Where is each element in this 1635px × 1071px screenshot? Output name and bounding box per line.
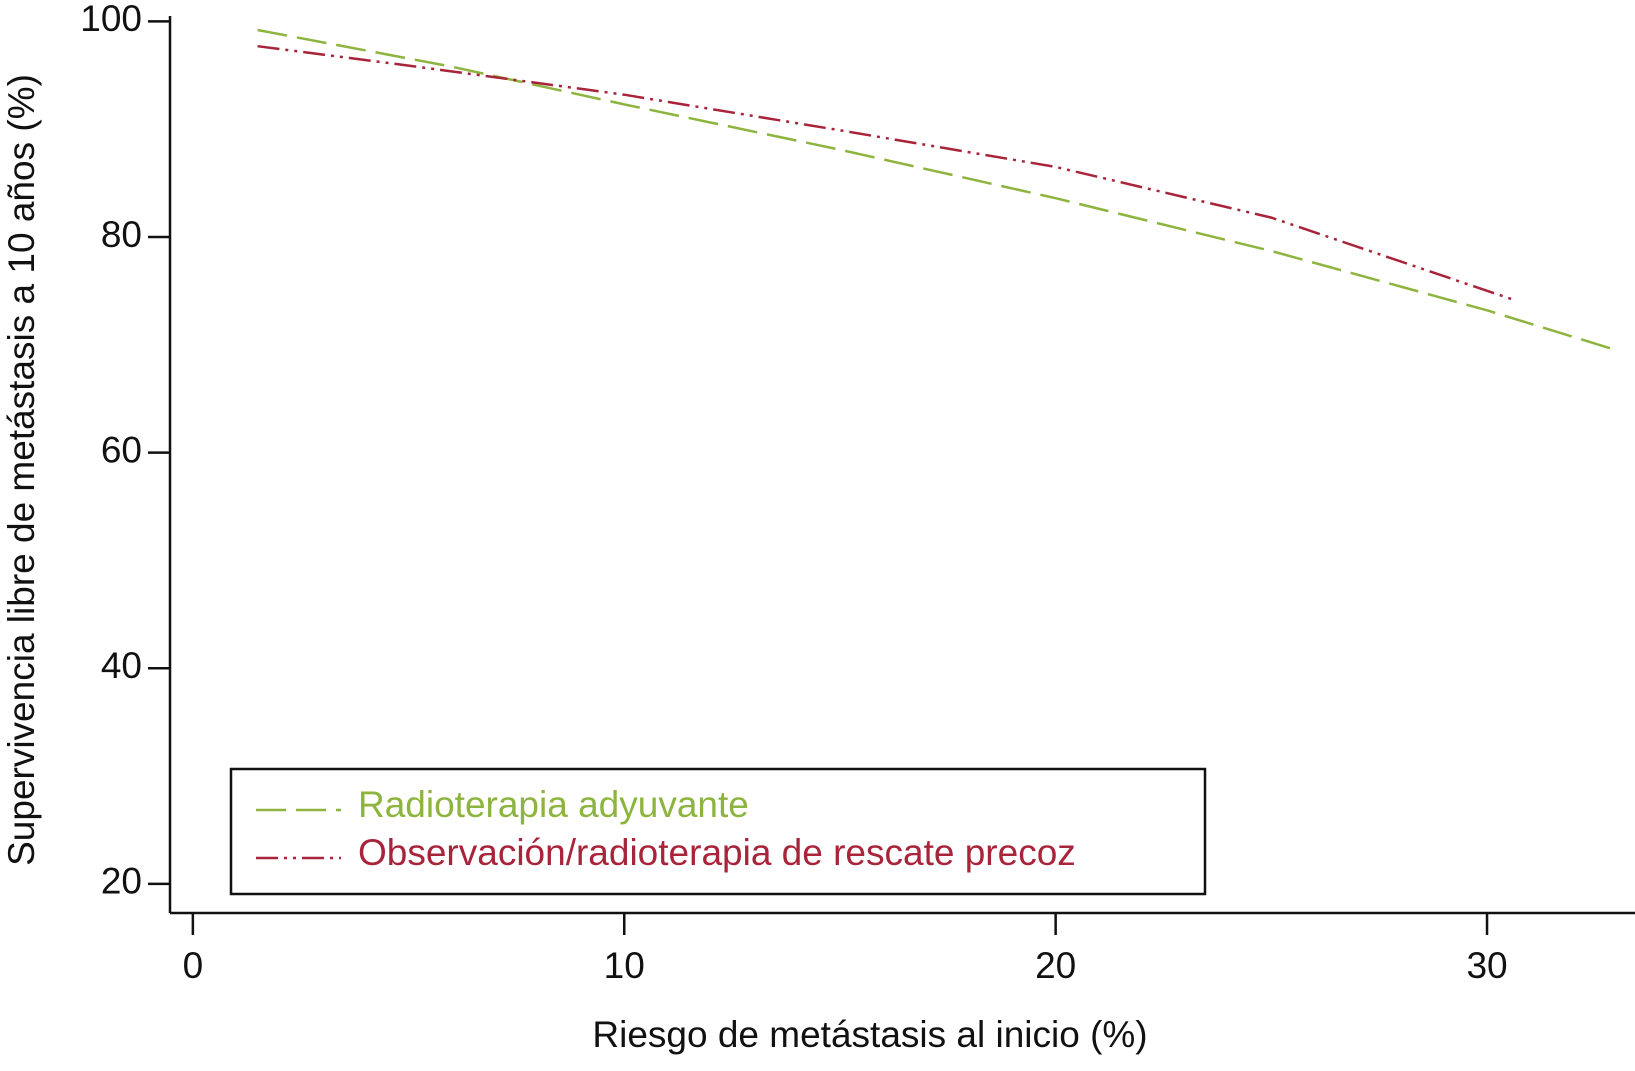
x-axis-label: Riesgo de metástasis al inicio (%) [592,1014,1147,1055]
legend-label: Observación/radioterapia de rescate prec… [358,832,1076,873]
x-tick-label: 10 [604,945,645,986]
legend-box [229,767,1207,896]
data-line [257,28,1617,352]
x-tick-label: 30 [1466,945,1507,986]
y-tick-label: 60 [101,429,142,470]
data-line [257,44,1514,301]
y-tick-label: 40 [101,645,142,686]
y-tick-label: 100 [80,0,142,39]
x-tick-label: 0 [183,945,204,986]
y-tick-label: 80 [101,214,142,255]
y-axis-label: Supervivencia libre de metástasis a 10 a… [1,74,42,866]
y-tick-label: 20 [101,861,142,902]
x-tick-label: 20 [1035,945,1076,986]
legend-label: Radioterapia adyuvante [358,784,749,825]
